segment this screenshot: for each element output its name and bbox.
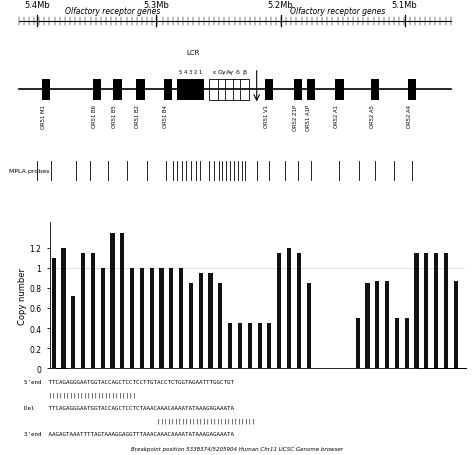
Text: Olfactory receptor genes: Olfactory receptor genes <box>291 7 386 15</box>
Bar <box>414 253 419 369</box>
Text: OR51 B2: OR51 B2 <box>136 105 140 128</box>
Bar <box>238 324 242 369</box>
Bar <box>140 268 144 369</box>
Bar <box>395 318 399 369</box>
Bar <box>307 79 315 101</box>
Bar <box>62 248 65 369</box>
Text: MPLA probes: MPLA probes <box>9 169 50 174</box>
Text: Gγ: Gγ <box>218 70 227 75</box>
Bar <box>159 268 164 369</box>
Text: OR52 A5: OR52 A5 <box>370 105 375 128</box>
Text: 5.1Mb: 5.1Mb <box>392 1 418 10</box>
Bar <box>120 233 124 369</box>
Bar <box>136 79 145 101</box>
Bar <box>197 79 204 101</box>
Bar <box>81 253 85 369</box>
Text: Del    TTCAGAGGGAATGGTACCAGCTCCTCTAAACAAACAAAATATAAAGAGAAATA: Del TTCAGAGGGAATGGTACCAGCTCCTCTAAACAAACA… <box>24 405 234 410</box>
Bar <box>434 253 438 369</box>
Bar <box>292 318 296 369</box>
Bar <box>210 79 219 101</box>
Bar <box>42 79 50 101</box>
Text: Olfactory receptor genes: Olfactory receptor genes <box>65 7 161 15</box>
Text: OR52 Z1P: OR52 Z1P <box>293 105 298 131</box>
Bar <box>277 253 281 369</box>
Text: 2: 2 <box>194 70 197 75</box>
Text: 5.2Mb: 5.2Mb <box>268 1 293 10</box>
Bar <box>209 273 213 369</box>
Bar <box>424 253 428 369</box>
Text: OR51 V1: OR51 V1 <box>264 105 269 128</box>
Bar <box>228 324 232 369</box>
Text: β: β <box>243 70 247 75</box>
Bar <box>113 79 121 101</box>
Bar <box>187 79 194 101</box>
Bar <box>233 79 242 101</box>
Bar <box>226 79 235 101</box>
Bar <box>169 268 173 369</box>
Bar <box>297 253 301 369</box>
Text: 5.4Mb: 5.4Mb <box>24 1 50 10</box>
Bar <box>182 79 189 101</box>
Text: |||||||||||||||||||||||||: ||||||||||||||||||||||||| <box>24 392 136 397</box>
Text: OR51 B4: OR51 B4 <box>163 105 168 128</box>
Bar <box>100 268 105 369</box>
Bar <box>444 253 448 369</box>
Bar <box>240 79 249 101</box>
Text: OR51 A1P: OR51 A1P <box>306 105 311 131</box>
Text: 3'end  AAGAGTAAATTTTAGTAAAGGAGGTTTAAACAAACAAAATATAAAGAGAAATA: 3'end AAGAGTAAATTTTAGTAAAGGAGGTTTAAACAAA… <box>24 431 234 436</box>
Bar <box>179 268 183 369</box>
Bar <box>219 283 222 369</box>
Text: ||||||||||||||||||||||||||||: |||||||||||||||||||||||||||| <box>24 418 255 423</box>
Bar <box>110 233 115 369</box>
Bar <box>199 273 203 369</box>
Text: 5'end  TTCAGAGGGAATGGTACCAGCTCCTCCTTGTACCTCTGGTAGAATTTGGCTGT: 5'end TTCAGAGGGAATGGTACCAGCTCCTCCTTGTACC… <box>24 379 234 384</box>
Bar <box>454 281 458 369</box>
Text: 3: 3 <box>189 70 192 75</box>
Bar <box>307 283 310 369</box>
Text: OR52 A1: OR52 A1 <box>335 105 339 128</box>
Bar <box>218 79 227 101</box>
Bar <box>164 79 172 101</box>
Bar <box>265 79 273 101</box>
Bar <box>174 324 178 369</box>
Bar <box>257 324 262 369</box>
Text: OR51 B6: OR51 B6 <box>91 105 97 128</box>
Bar <box>189 283 193 369</box>
Bar <box>405 318 409 369</box>
Bar <box>130 268 134 369</box>
Text: LCR: LCR <box>187 50 200 56</box>
Bar <box>356 318 360 369</box>
Text: 5: 5 <box>179 70 182 75</box>
Bar <box>267 324 272 369</box>
Text: Aγ: Aγ <box>226 70 234 75</box>
Text: Breakpoint position 5338374/5205904 Human Chr11 UCSC Genome browser: Breakpoint position 5338374/5205904 Huma… <box>131 445 343 450</box>
Bar <box>287 248 291 369</box>
Bar <box>150 268 154 369</box>
Bar <box>71 296 75 369</box>
Text: 1: 1 <box>199 70 202 75</box>
Text: 5.3Mb: 5.3Mb <box>144 1 169 10</box>
Bar <box>294 79 302 101</box>
Text: OR52 A4: OR52 A4 <box>407 105 412 128</box>
Bar <box>248 324 252 369</box>
Bar <box>192 79 199 101</box>
Bar <box>91 253 95 369</box>
Bar <box>365 283 370 369</box>
Bar <box>385 281 389 369</box>
Bar <box>408 79 416 101</box>
Text: OR51 M1: OR51 M1 <box>41 105 46 129</box>
Text: OR51 B5: OR51 B5 <box>112 105 118 128</box>
Text: δ: δ <box>236 70 240 75</box>
Bar <box>335 79 344 101</box>
Bar <box>177 79 183 101</box>
Text: 4: 4 <box>184 70 187 75</box>
Y-axis label: Copy number: Copy number <box>18 268 27 324</box>
Bar <box>375 281 379 369</box>
Bar <box>371 79 379 101</box>
Bar <box>92 79 101 101</box>
Bar <box>52 258 56 369</box>
Text: ε: ε <box>212 70 216 75</box>
